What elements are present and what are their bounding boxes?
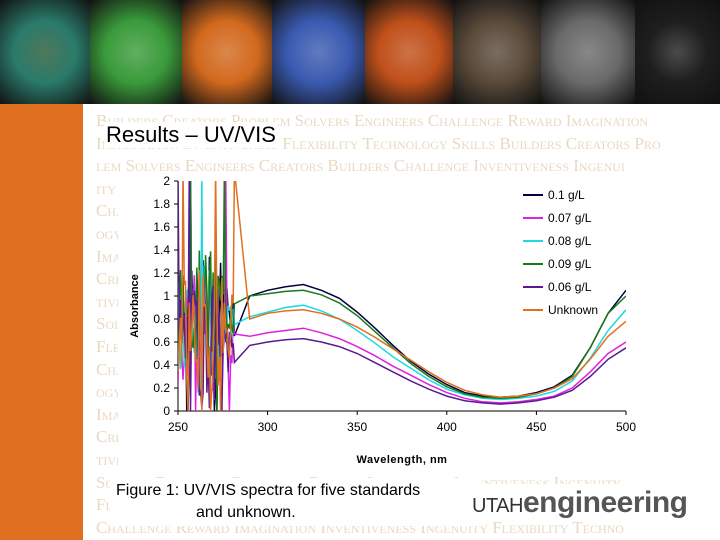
- gear-micro-photo: [272, 0, 365, 104]
- legend-label: 0.09 g/L: [548, 257, 592, 271]
- circuit-board-photo: [0, 0, 90, 104]
- y-tick-label: 1: [163, 289, 170, 303]
- y-tick-label: 1.6: [153, 220, 170, 234]
- x-tick-label: 250: [168, 420, 188, 434]
- series-line-0-06-g-l: [178, 181, 626, 411]
- brain-scan-photo: [90, 0, 182, 104]
- x-tick-label: 450: [526, 420, 546, 434]
- microchip-coin-photo: [541, 0, 635, 104]
- figure-caption: Figure 1: UV/VIS spectra for five standa…: [110, 478, 482, 526]
- photo-banner: [0, 0, 720, 104]
- legend-label: 0.06 g/L: [548, 280, 592, 294]
- background-word-line: lem Solvers Engineers Creators Builders …: [96, 156, 625, 176]
- y-tick-label: 1.2: [153, 266, 170, 280]
- molten-metal-photo: [365, 0, 453, 104]
- legend-label: 0.1 g/L: [548, 188, 585, 202]
- y-tick-label: 0: [163, 404, 170, 418]
- x-tick-label: 350: [347, 420, 367, 434]
- dark-panel-photo: [635, 0, 720, 104]
- slide-title: Results – UV/VIS: [104, 122, 278, 148]
- series-line-0-09-g-l: [178, 181, 626, 411]
- chart-svg: 0 0.2 0.4 0.6 0.8 1 1.2 1.4 1.6 1.8 2 250 300 350 400 4…: [129, 174, 636, 466]
- y-axis-label: Absorbance: [129, 274, 141, 338]
- y-tick-label: 2: [163, 174, 170, 188]
- fire-photo: [182, 0, 272, 104]
- legend-label: 0.07 g/L: [548, 211, 592, 225]
- caption-line-2: and unknown.: [196, 504, 296, 521]
- logo-engineering-text: engineering: [522, 486, 688, 519]
- x-tick-label: 300: [258, 420, 278, 434]
- y-tick-label: 1.4: [153, 243, 170, 257]
- legend-label: Unknown: [548, 303, 598, 317]
- series-line-unknown: [178, 181, 626, 411]
- logo-utah-text: UTAH: [472, 495, 523, 517]
- x-axis-label: Wavelength, nm: [357, 454, 448, 466]
- y-tick-label: 0.2: [153, 381, 170, 395]
- x-tick-label: 400: [437, 420, 457, 434]
- utah-engineering-logo: UTAH engineering: [466, 484, 694, 522]
- caption-line-1: Figure 1: UV/VIS spectra for five standa…: [116, 482, 421, 499]
- building-structure-photo: [453, 0, 541, 104]
- legend-label: 0.08 g/L: [548, 234, 592, 248]
- y-tick-label: 1.8: [153, 197, 170, 211]
- uv-vis-chart: 0 0.2 0.4 0.6 0.8 1 1.2 1.4 1.6 1.8 2 250 300 350 400 4…: [118, 173, 646, 467]
- y-tick-label: 0.6: [153, 335, 170, 349]
- y-tick-label: 0.8: [153, 312, 170, 326]
- x-tick-label: 500: [616, 420, 636, 434]
- y-tick-label: 0.4: [153, 358, 170, 372]
